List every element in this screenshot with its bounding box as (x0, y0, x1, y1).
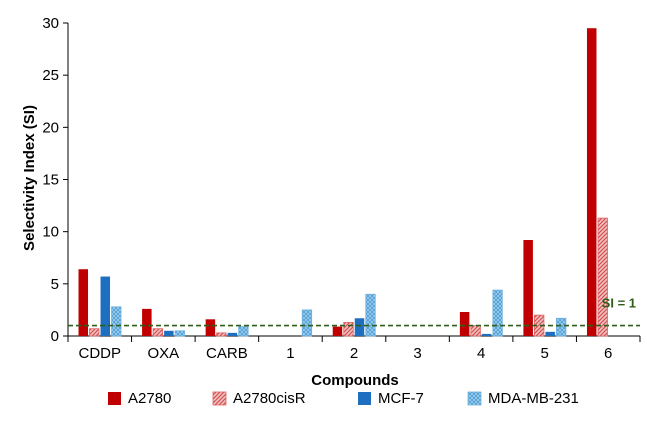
x-tick-label: 2 (350, 345, 358, 362)
bar-mda-mb-231-oxa (174, 330, 185, 337)
legend-item-mda-mb-231: MDA-MB-231 (467, 390, 579, 407)
legend-label: MCF-7 (378, 390, 424, 407)
bars (78, 28, 608, 337)
bar-mcf-7-5 (545, 331, 555, 336)
reference-line-group: SI = 1 (68, 296, 640, 327)
y-tick-label: 15 (42, 172, 59, 189)
bar-a2780cisr-oxa (152, 328, 163, 337)
bar-a2780-carb (205, 319, 216, 336)
bar-mcf-7-carb (227, 332, 238, 336)
legend-swatch (108, 392, 121, 405)
bar-a2780-oxa (142, 308, 152, 336)
y-tick-label: 5 (51, 276, 59, 293)
bar-mcf-7-cddp (100, 276, 111, 336)
bar-mda-mb-231-4 (492, 289, 503, 337)
x-tick-label: CDDP (79, 345, 122, 362)
bar-mcf-7-2 (354, 318, 365, 336)
bar-a2780cisr-4 (470, 325, 481, 337)
bar-a2780-6 (586, 28, 597, 336)
axes: 0 5 10 15 20 25 30 CDDP OXA CARB 1 2 3 4 5 6 (42, 15, 641, 362)
x-tick-label: 1 (286, 345, 294, 362)
bar-a2780-5 (523, 240, 533, 336)
bar-mda-mb-231-2 (365, 293, 376, 337)
x-tick-label: 4 (477, 345, 485, 362)
reference-line-label: SI = 1 (602, 296, 636, 311)
y-tick-label: 20 (42, 119, 59, 136)
bar-a2780cisr-6 (597, 217, 608, 337)
x-tick-label: OXA (147, 345, 179, 362)
bar-a2780cisr-cddp (89, 328, 100, 337)
bar-mda-mb-231-5 (556, 317, 567, 337)
y-axis-title: Selectivity Index (SI) (21, 105, 38, 251)
y-tick-label: 25 (42, 67, 59, 84)
bar-a2780-2 (332, 326, 343, 336)
x-axis-title: Compounds (311, 372, 399, 389)
bar-a2780-cddp (78, 269, 89, 336)
legend-swatch (212, 391, 227, 406)
bar-mda-mb-231-carb (238, 326, 249, 337)
y-tick-label: 10 (42, 224, 59, 241)
legend-label: A2780cisR (233, 390, 306, 407)
legend-item-mcf-7: MCF-7 (358, 390, 424, 407)
y-tick-label: 30 (42, 15, 59, 32)
legend-label: MDA-MB-231 (488, 390, 579, 407)
bar-mcf-7-4 (481, 333, 492, 336)
legend: A2780 A2780cisR MCF-7 MDA-MB-231 (108, 390, 579, 407)
bar-mda-mb-231-1 (301, 309, 313, 337)
bar-mda-mb-231-cddp (111, 306, 122, 337)
legend-label: A2780 (128, 390, 171, 407)
bar-a2780cisr-carb (216, 332, 227, 337)
x-tick-label: 6 (604, 345, 612, 362)
x-tick-label: 3 (413, 345, 421, 362)
legend-swatch (467, 391, 482, 406)
legend-swatch (358, 392, 371, 405)
legend-item-a2780: A2780 (108, 390, 171, 407)
x-tick-label: CARB (206, 345, 248, 362)
legend-item-a2780cisr: A2780cisR (212, 390, 306, 407)
bar-a2780cisr-2 (343, 322, 354, 337)
bar-a2780-4 (459, 312, 470, 336)
bar-mcf-7-oxa (164, 330, 174, 336)
x-tick-label: 5 (540, 345, 548, 362)
y-tick-label: 0 (51, 328, 59, 345)
